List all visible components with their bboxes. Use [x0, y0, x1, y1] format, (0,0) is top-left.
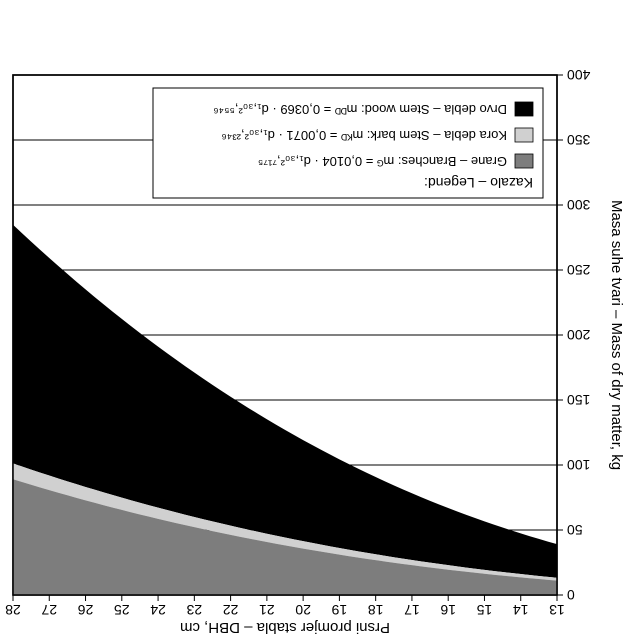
legend-swatch-branches — [515, 154, 533, 168]
x-tick-label: 13 — [549, 602, 565, 618]
legend-swatch-bark — [515, 128, 533, 142]
x-tick-label: 21 — [259, 602, 275, 618]
legend-swatch-wood — [515, 102, 533, 116]
y-tick-label: 150 — [567, 392, 591, 408]
y-tick-label: 300 — [567, 197, 591, 213]
x-tick-label: 28 — [5, 602, 21, 618]
y-tick-label: 0 — [567, 587, 575, 603]
x-tick-label: 22 — [223, 602, 239, 618]
y-tick-label: 350 — [567, 132, 591, 148]
y-tick-label: 250 — [567, 262, 591, 278]
y-tick-label: 400 — [567, 67, 591, 83]
x-tick-label: 19 — [331, 602, 347, 618]
x-axis-label: Prsni promjer stabla – DBH, cm — [180, 619, 390, 635]
y-tick-label: 50 — [567, 522, 583, 538]
legend-label-bark: Kora debla – Stem bark: mᴷᴰ = 0,0071 · d… — [221, 128, 507, 143]
legend-label-branches: Grane – Branches: mᴳ = 0,0104 · d₁,₃₀²,⁷… — [258, 154, 507, 169]
x-tick-label: 24 — [150, 602, 166, 618]
y-axis-label: Masa suhe tvari – Mass of dry matter, kg — [608, 200, 625, 470]
x-tick-label: 14 — [513, 602, 529, 618]
x-tick-label: 25 — [114, 602, 130, 618]
x-tick-label: 16 — [440, 602, 456, 618]
x-tick-label: 20 — [295, 602, 311, 618]
x-tick-label: 27 — [41, 602, 57, 618]
x-tick-label: 23 — [186, 602, 202, 618]
y-tick-label: 200 — [567, 327, 591, 343]
x-tick-label: 26 — [78, 602, 94, 618]
x-tick-label: 15 — [476, 602, 492, 618]
legend-title: Kazalo – Legend: — [424, 175, 533, 191]
x-tick-label: 18 — [368, 602, 384, 618]
legend-label-wood: Drvo debla – Stem wood: mᴰᴰ = 0,0369 · d… — [213, 102, 507, 117]
y-tick-label: 100 — [567, 457, 591, 473]
x-tick-label: 17 — [404, 602, 420, 618]
